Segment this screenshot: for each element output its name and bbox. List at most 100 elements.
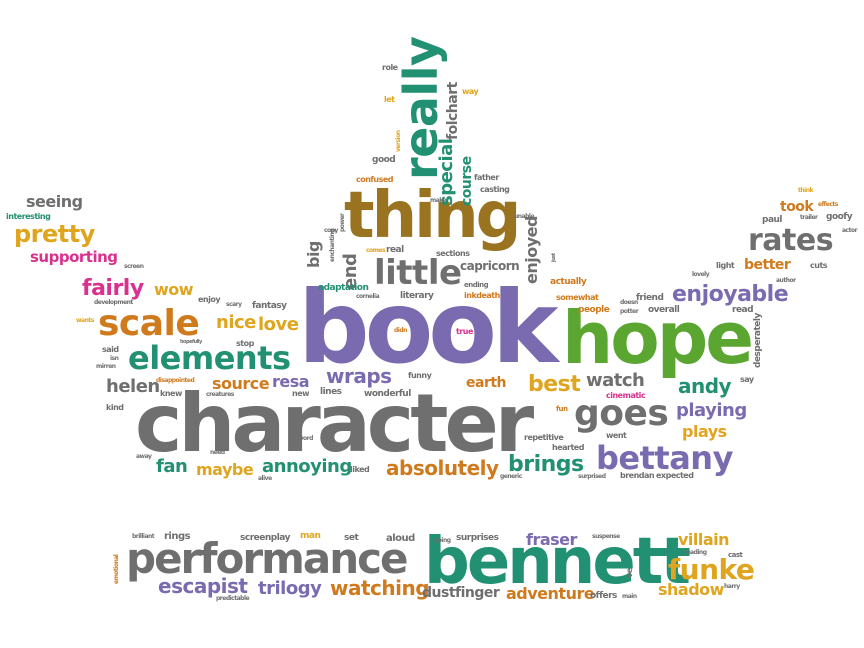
word-enjoyable: enjoyable xyxy=(672,282,789,307)
word-need: need xyxy=(210,449,225,456)
word-lovely: lovely xyxy=(692,271,710,278)
word-book: book xyxy=(298,269,558,386)
word-villain: villain xyxy=(678,530,730,549)
word-didn: didn xyxy=(394,327,407,334)
word-reading: reading xyxy=(684,549,707,556)
word-fraser: fraser xyxy=(526,530,577,549)
word-supporting: supporting xyxy=(30,248,118,266)
word-liked: liked xyxy=(350,465,370,474)
word-course: course xyxy=(459,156,475,206)
word-aloud: aloud xyxy=(386,533,415,544)
word-away: away xyxy=(136,453,152,460)
word-say: say xyxy=(740,375,754,384)
word-read: read xyxy=(732,305,754,315)
word-mirren: mirren xyxy=(96,363,116,370)
word-set: set xyxy=(344,533,359,543)
word-seeing: seeing xyxy=(26,192,83,211)
word-love: love xyxy=(258,314,299,335)
word-rates: rates xyxy=(748,223,834,258)
word-ending: ending xyxy=(464,281,489,289)
word-funny: funny xyxy=(408,371,432,380)
word-absolutely: absolutely xyxy=(386,456,499,480)
word-elements: elements xyxy=(128,339,291,377)
word-new: new xyxy=(292,389,310,398)
word-father: father xyxy=(474,173,499,182)
word-role: role xyxy=(382,63,398,72)
word-hearted: hearted xyxy=(552,443,584,452)
word-plays: plays xyxy=(682,422,727,441)
word-version: version xyxy=(395,130,402,152)
word-source: source xyxy=(212,374,270,393)
word-let: let xyxy=(384,95,395,104)
word-potter: potter xyxy=(620,308,639,315)
word-copy: copy xyxy=(324,227,338,234)
word-playing: playing xyxy=(676,400,747,421)
word-thing: thing xyxy=(344,179,521,253)
word-main: main xyxy=(622,593,637,600)
word-friend: friend xyxy=(636,293,664,303)
word-bettany: bettany xyxy=(596,439,733,477)
word-literary: literary xyxy=(400,291,434,301)
word-pretty: pretty xyxy=(14,220,95,248)
word-paul: paul xyxy=(762,215,783,225)
word-scale: scale xyxy=(98,303,200,344)
word-special: special xyxy=(436,138,457,206)
word-character: character xyxy=(135,377,534,470)
word-repetitive: repetitive xyxy=(524,433,564,442)
word-fantasy: fantasy xyxy=(252,301,287,311)
word-wraps: wraps xyxy=(326,364,392,388)
word-brilliant: brilliant xyxy=(132,533,155,540)
word-trailer: trailer xyxy=(800,214,818,221)
word-offers: offers xyxy=(590,591,617,601)
word-scary: scary xyxy=(226,301,242,308)
word-casting: casting xyxy=(480,185,510,194)
word-capricorn: capricorn xyxy=(460,259,520,273)
word-cast: cast xyxy=(728,551,743,559)
word-annoying: annoying xyxy=(262,456,352,477)
word-stop: stop xyxy=(236,339,254,348)
word-watching: watching xyxy=(330,576,430,600)
word-confused: confused xyxy=(356,175,394,184)
word-maybe: maybe xyxy=(196,460,254,479)
word-fairly: fairly xyxy=(82,276,144,301)
word-nice: nice xyxy=(216,312,256,333)
word-dustfinger: dustfinger xyxy=(422,585,500,601)
word-funke: funke xyxy=(668,553,755,586)
word-knew: knew xyxy=(160,389,182,398)
word-creatures: creatures xyxy=(206,391,234,398)
word-effects: effects xyxy=(818,201,838,208)
word-surprises: surprises xyxy=(456,533,499,543)
word-light: light xyxy=(716,261,735,270)
word-screen: screen xyxy=(124,263,144,270)
word-inkdeath: inkdeath xyxy=(464,291,500,300)
word-hope: hope xyxy=(562,296,754,380)
word-little: little xyxy=(374,253,462,293)
word-sections: sections xyxy=(436,249,470,258)
word-rings: rings xyxy=(164,531,191,542)
word-resa: resa xyxy=(272,372,310,391)
word-wants: wants xyxy=(76,317,94,324)
word-performance: performance xyxy=(126,534,408,583)
word-man: man xyxy=(300,531,321,541)
word-goofy: goofy xyxy=(826,212,853,222)
word-wonderful: wonderful xyxy=(364,389,411,399)
word-andy: andy xyxy=(678,374,732,398)
word-wow: wow xyxy=(154,280,194,299)
word-lines: lines xyxy=(320,387,342,397)
word-goes: goes xyxy=(574,393,669,434)
word-better: better xyxy=(744,257,791,273)
word-author: author xyxy=(776,277,796,284)
word-screenplay: screenplay xyxy=(240,533,290,543)
word-desperately: desperately xyxy=(753,313,763,368)
word-actually: actually xyxy=(550,277,587,287)
word-just: just xyxy=(551,253,557,262)
word-real: real xyxy=(386,245,404,255)
word-brings: brings xyxy=(508,452,584,477)
word-watch: watch xyxy=(586,370,645,391)
word-trilogy: trilogy xyxy=(258,578,322,599)
word-fun: fun xyxy=(556,405,568,413)
word-ve: ve xyxy=(625,568,634,578)
word-went: went xyxy=(606,431,627,440)
word-comes: comes xyxy=(366,247,386,254)
word-folchart: folchart xyxy=(445,82,461,140)
